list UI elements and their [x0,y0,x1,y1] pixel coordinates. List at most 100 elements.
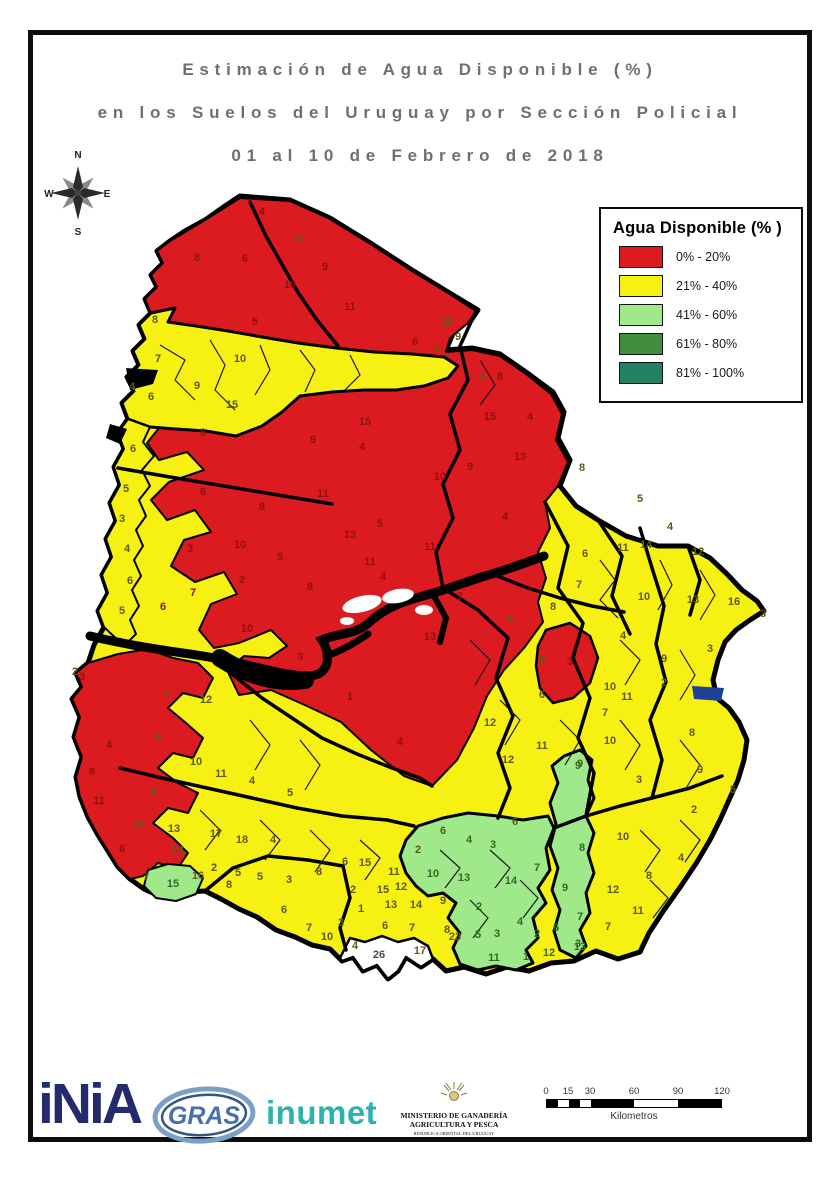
legend-item-label: 21% - 40% [676,279,738,293]
region-label: 15 [484,411,496,423]
region-label: 6 [242,253,248,265]
region-label: 3 [187,543,193,555]
region-label: 5 [119,605,125,617]
region-label: 6 [160,601,166,613]
region-label: 12 [200,694,212,706]
region-label: 4 [270,834,277,846]
compass-n-label: N [74,150,81,161]
legend-item: 21% - 40% [619,275,791,297]
region-label: 5 [235,867,241,879]
region-label: 9 [575,760,581,772]
scale-tick-label: 15 [562,1086,574,1097]
scale-tick-label: 120 [714,1086,730,1097]
region-label: 6 [412,336,418,348]
scale-tick-label: 60 [628,1086,640,1097]
scale-bar-unit: Kilometros [610,1111,658,1122]
legend-item-label: 41% - 60% [676,308,738,322]
region-label: 4 [352,940,359,952]
legend-items: 0% - 20% 21% - 40% 41% - 60% 61% - 80% 81% -… [613,246,791,384]
region-label: 10 [284,279,296,291]
region-label: 2 [435,343,441,355]
region-label: 6 [148,391,154,403]
region-label: 1 [523,951,529,963]
region-label: 5 [252,316,258,328]
region-label: 4 [502,511,509,523]
legend-title: Agua Disponible (% ) [613,219,782,237]
region-label: 8 [646,870,652,882]
region-label: 11 [344,301,356,313]
region-label: 6 [582,548,588,560]
region-label: 11 [317,488,329,500]
region-label: 4 [129,381,136,393]
region-label: 10 [638,591,650,603]
department-boundaries [116,200,724,952]
region-label: 4 [106,739,113,751]
region-label: 7 [306,922,312,934]
region-label: 4 [479,371,486,383]
region-label: 6 [512,816,518,828]
region-label: 6 [127,575,133,587]
legend-item-label: 0% - 20% [676,250,731,264]
region-label: 1 [347,691,353,703]
region-label: 8 [307,581,313,593]
region-label: 11 [388,866,400,878]
region-label: 5 [475,929,481,941]
region-label: 9 [322,261,328,273]
region-label: 4 [517,916,524,928]
region-label: 4 [466,834,473,846]
region-label: 8 [550,601,556,613]
region-label: 9 [440,895,446,907]
region-label: 9 [455,331,461,343]
region-label: 14 [410,899,423,911]
section-boundaries [159,339,716,939]
legend-swatch [619,275,663,297]
legend-item-label: 81% - 100% [676,366,745,380]
region-label: 12 [395,881,407,893]
region-label: 14 [172,844,185,856]
region-label: 3 [286,874,292,886]
region-label: 8 [89,766,95,778]
region-label: 9 [661,653,667,665]
region-label: 8 [579,462,585,474]
region-label: 8 [152,314,158,326]
region-label: 6 [553,922,559,934]
region-label: 3 [707,643,713,655]
region-label: 6 [539,689,545,701]
region-label: 6 [342,856,348,868]
region-label: 7 [164,689,170,701]
scale-bar: 0 15 30 60 90 120 Kilometros [543,1086,730,1122]
region-label: 12 [484,717,496,729]
region-label: 9 [310,434,316,446]
region-label: 10 [441,316,453,328]
region-label: 4 [527,411,534,423]
compass-s-label: S [75,227,82,238]
region-label: 7 [576,579,582,591]
region-label: 2 [211,862,217,874]
ministry-name-line2: AGRICULTURA Y PESCA [409,1120,499,1130]
region-label: 3 [297,651,303,663]
region-label: 4 [249,775,256,787]
region-label: 11 [621,691,633,703]
region-label: 7 [605,921,611,933]
region-label: 8 [689,727,695,739]
region-label: 15 [167,878,179,890]
region-label: 26 [373,949,385,961]
gras-logo: GRAS [152,1086,256,1144]
region-label: 14 [505,875,518,887]
gras-logo-text: GRAS [168,1102,241,1130]
region-label: 9 [467,461,473,473]
region-label: 17 [414,945,426,957]
region-label: 1 [358,903,364,915]
region-label: 7 [577,911,583,923]
ministry-sun-icon [440,1082,468,1101]
map-title-line1: Estimación de Agua Disponible (%) [182,60,658,79]
region-label: 6 [200,427,206,439]
region-label: 13 [168,823,180,835]
region-label: 10 [190,756,202,768]
region-label: 7 [143,871,149,883]
region-label: 2 [691,804,697,816]
ministry-name-line1: MINISTERIO DE GANADERÍA [400,1111,508,1120]
region-label: 9 [577,758,583,770]
region-label: 13 [687,594,699,606]
